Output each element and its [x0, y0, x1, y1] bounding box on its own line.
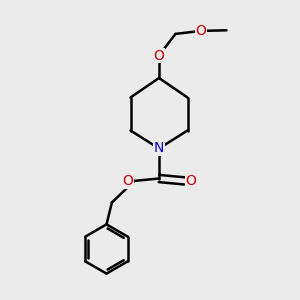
- Text: N: N: [154, 142, 164, 155]
- Text: O: O: [196, 24, 206, 38]
- Text: O: O: [186, 174, 196, 188]
- Text: O: O: [122, 174, 133, 188]
- Text: O: O: [154, 49, 164, 62]
